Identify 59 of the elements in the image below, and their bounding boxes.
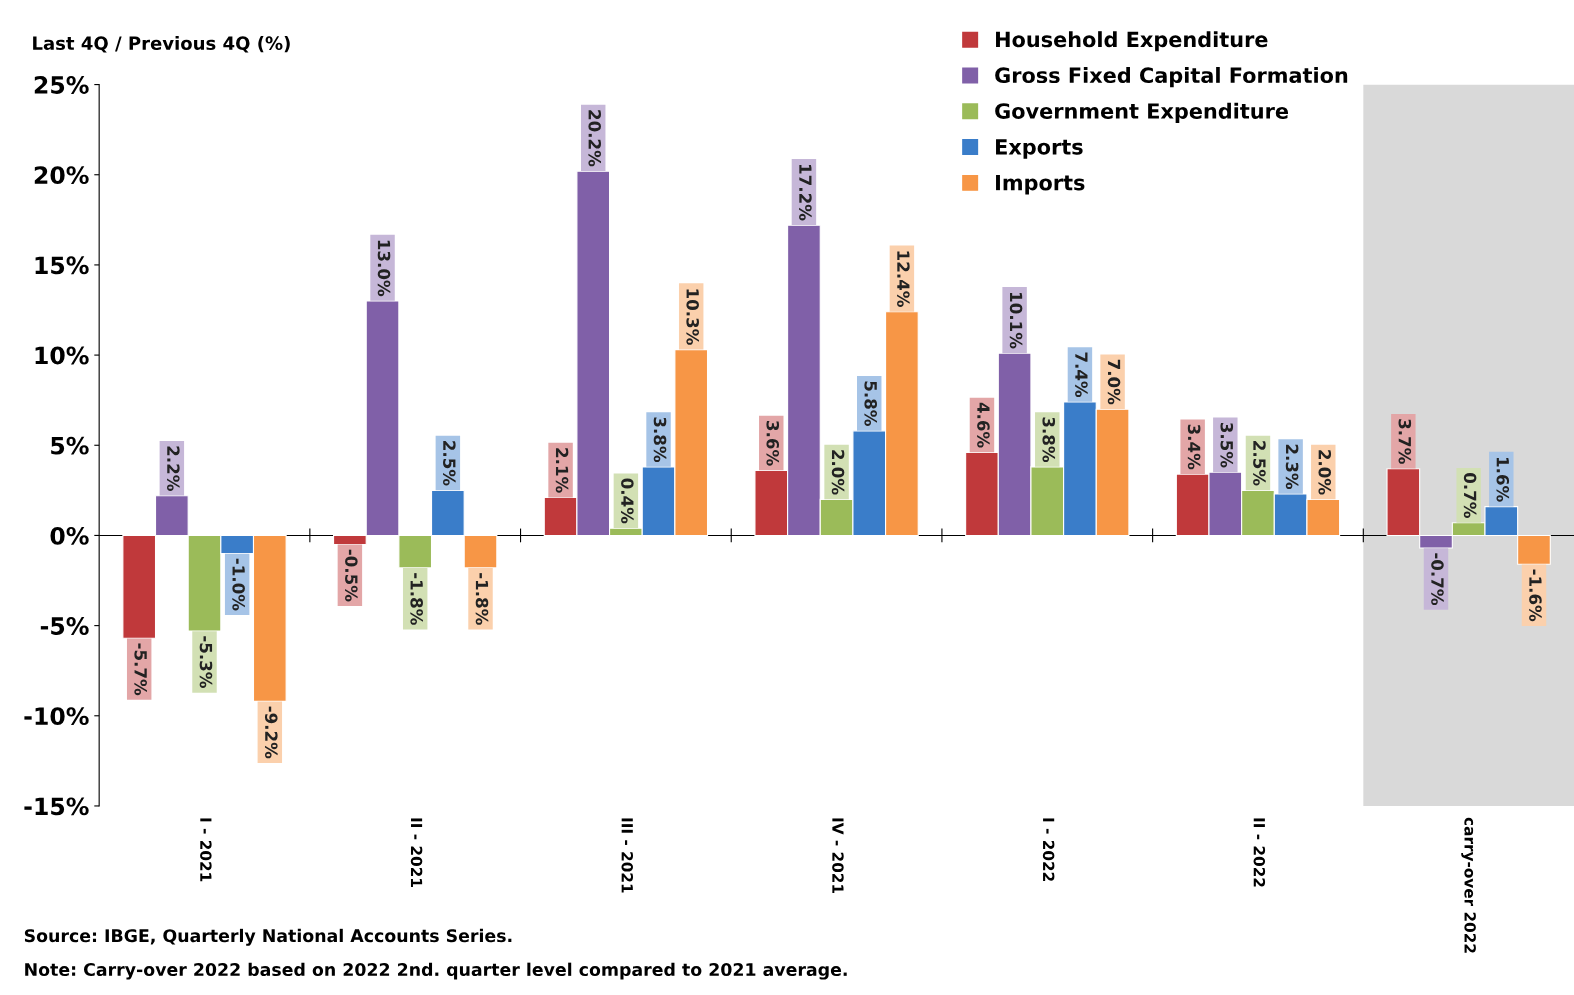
y-tick-label: 20%: [34, 166, 89, 185]
data-label: -1.8%: [410, 573, 423, 625]
y-tick-label: -10%: [24, 707, 89, 726]
text: Note: Carry-over 2022 based on 2022 2nd. quarter level compared to 2021 average.: [25, 962, 847, 980]
data-label: -0.7%: [1431, 553, 1444, 605]
data-label: 10.3%: [686, 289, 699, 345]
data-label: 17.2%: [799, 164, 812, 221]
y-axis-title: Last 4Q / Previous 4Q (%): [33, 36, 290, 53]
x-tick-label: III - 2021: [621, 818, 634, 893]
x-tick-label: I - 2021: [200, 818, 212, 882]
legend-label: Gross Fixed Capital Formation: [995, 66, 1348, 88]
x-tick-label: IV - 2021: [832, 818, 844, 894]
data-label: -1.6%: [1529, 569, 1542, 622]
data-label: -0.5%: [345, 549, 358, 602]
x-tick-label: carry-over 2022: [1461, 817, 1476, 953]
data-label: 3.6%: [766, 421, 780, 466]
y-tick-label: 15%: [35, 256, 89, 275]
data-label: 7.0%: [1107, 359, 1121, 405]
data-label: 1.6%: [1496, 457, 1510, 502]
source-note: Source: IBGE, Quarterly National Accounts Series.: [24, 928, 512, 946]
y-tick-label: 0%: [50, 526, 89, 545]
data-label: 2.1%: [555, 448, 569, 493]
data-label: 0.4%: [621, 478, 634, 524]
data-label: -5.7%: [134, 643, 147, 696]
data-label: 2.0%: [1318, 450, 1332, 495]
y-tick-label: -5%: [40, 617, 89, 635]
y-tick-label: -15%: [24, 797, 89, 816]
data-label: 2.0%: [831, 450, 845, 495]
data-label: 2.2%: [167, 446, 180, 491]
data-label: 3.4%: [1187, 424, 1201, 470]
data-label: 5.8%: [864, 381, 878, 426]
data-label: 2.5%: [443, 441, 456, 486]
legend-label: Exports: [996, 139, 1083, 159]
data-label: 10.1%: [1009, 293, 1023, 349]
data-label: 3.5%: [1220, 422, 1234, 468]
data-label: 3.8%: [1042, 417, 1056, 463]
data-label: -5.3%: [199, 636, 213, 688]
data-label: 3.8%: [653, 417, 667, 463]
y-tick-label: 25%: [34, 76, 89, 94]
data-label: -1.8%: [475, 573, 489, 625]
y-tick-label: 5%: [51, 436, 89, 455]
data-label: 7.4%: [1075, 352, 1088, 398]
data-label: 20.2%: [588, 110, 601, 167]
data-label: 12.4%: [897, 251, 910, 307]
x-tick-label: I - 2022: [1042, 818, 1055, 881]
x-tick-label: II - 2022: [1253, 818, 1266, 887]
legend-label: Imports: [996, 174, 1085, 195]
data-label: 4.6%: [977, 402, 990, 448]
data-label: 2.5%: [1253, 441, 1266, 486]
legend-label: Household Expenditure: [996, 31, 1268, 52]
data-label: 13.0%: [377, 240, 391, 297]
data-label: 0.7%: [1463, 473, 1477, 518]
data-label: 3.7%: [1398, 419, 1412, 464]
legend-label: Government Expenditure: [995, 102, 1289, 123]
data-label: -1.0%: [232, 558, 245, 611]
data-label: 2.3%: [1285, 444, 1299, 490]
x-tick-label: II - 2021: [410, 818, 423, 887]
data-label: -9.2%: [264, 706, 278, 759]
y-tick-label: 10%: [35, 346, 89, 365]
